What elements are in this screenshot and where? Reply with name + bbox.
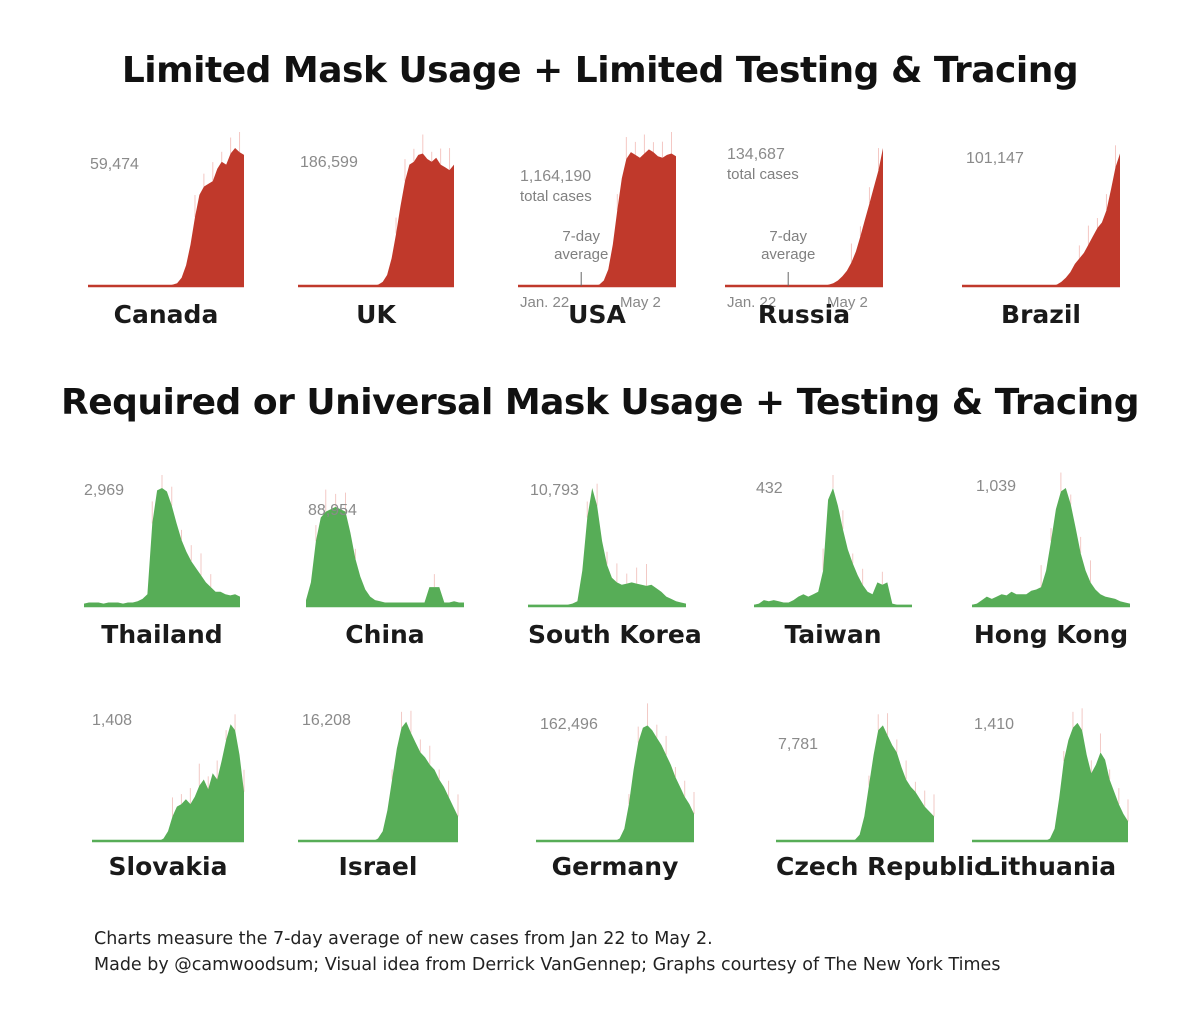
chart-svg-canada: [88, 132, 244, 288]
chart-panel-hong-kong: 1,039 Hong Kong: [972, 470, 1130, 654]
area-series-taiwan: [754, 488, 912, 606]
footer-line-credits: Made by @camwoodsum; Visual idea from De…: [94, 955, 1001, 975]
country-label-russia: Russia: [757, 300, 851, 329]
chart-panel-russia: 134,687 total cases 7-day average Jan. 22 May…: [725, 130, 883, 334]
avg-note-line: 7-day: [769, 228, 807, 245]
peak-label-slovakia: 1,408: [92, 712, 133, 729]
country-label-brazil: Brazil: [1001, 300, 1081, 329]
peak-label-taiwan: 432: [756, 480, 783, 497]
section-title-masks: Required or Universal Mask Usage + Testi…: [61, 382, 1139, 423]
chart-svg-slovakia: [92, 714, 245, 843]
x-axis-end-label: May 2: [827, 294, 868, 311]
area-series-lithuania: [972, 722, 1128, 841]
chart-panel-germany: 162,496 Germany: [536, 700, 695, 886]
chart-svg-taiwan: [754, 475, 912, 608]
peak-label-hong-kong: 1,039: [976, 478, 1017, 495]
country-label-china: China: [345, 620, 425, 649]
peak-label-south-korea: 10,793: [530, 482, 579, 499]
chart-svg-hong-kong: [972, 472, 1130, 608]
area-series-usa: [518, 149, 676, 286]
country-label-south-korea: South Korea: [528, 620, 702, 649]
chart-svg-brazil: [962, 145, 1120, 288]
chart-svg-czech-republic: [776, 713, 935, 843]
chart-svg-usa: [518, 132, 676, 288]
chart-panel-lithuania: 1,410 Lithuania: [972, 700, 1129, 886]
area-series-israel: [298, 721, 458, 841]
avg-note-line: 7-day: [562, 228, 600, 245]
country-label-hong-kong: Hong Kong: [973, 620, 1129, 649]
peak-label-thailand: 2,969: [84, 482, 125, 499]
chart-panel-taiwan: 432 Taiwan: [754, 470, 912, 654]
country-label-usa: USA: [568, 300, 626, 329]
chart-panel-slovakia: 1,408 Slovakia: [92, 700, 245, 886]
area-series-brazil: [962, 153, 1120, 286]
x-axis-start-label: Jan. 22: [520, 294, 570, 311]
chart-panel-uk: 186,599 UK: [298, 130, 454, 334]
country-label-taiwan: Taiwan: [784, 620, 882, 649]
total-cases-note: total cases: [520, 188, 592, 205]
x-axis-end-label: May 2: [620, 294, 661, 311]
section-title-limited: Limited Mask Usage + Limited Testing & T…: [121, 50, 1079, 91]
chart-panel-thailand: 2,969 Thailand: [84, 470, 240, 654]
avg-note-line: average: [761, 246, 816, 263]
peak-label-israel: 16,208: [302, 712, 351, 729]
peak-label-china: 88,954: [308, 502, 357, 519]
area-series-czech-republic: [776, 725, 934, 841]
area-series-south-korea: [528, 488, 686, 606]
peak-label-uk: 186,599: [300, 154, 358, 171]
area-series-slovakia: [92, 724, 244, 841]
chart-svg-china: [306, 489, 464, 608]
chart-panel-south-korea: 10,793 South Korea: [528, 470, 702, 654]
area-series-russia: [725, 148, 883, 286]
area-series-uk: [298, 153, 454, 286]
country-label-lithuania: Lithuania: [983, 852, 1117, 881]
chart-panel-brazil: 101,147 Brazil: [962, 130, 1120, 334]
avg-note: 7-day average: [752, 228, 824, 264]
country-label-germany: Germany: [551, 852, 679, 881]
country-label-israel: Israel: [338, 852, 418, 881]
area-series-thailand: [84, 488, 240, 606]
peak-label-germany: 162,496: [540, 716, 598, 733]
chart-panel-china: 88,954 China: [306, 470, 464, 654]
peak-label-canada: 59,474: [90, 156, 139, 173]
footer-caption: Charts measure the 7-day average of new …: [94, 926, 1000, 978]
area-series-germany: [536, 725, 694, 841]
chart-panel-czech-republic: 7,781 Czech Republic: [776, 700, 989, 886]
country-label-uk: UK: [356, 300, 396, 329]
area-series-china: [306, 506, 464, 606]
chart-panel-canada: 59,474 Canada: [88, 130, 244, 334]
chart-svg-israel: [298, 710, 459, 843]
peak-label-lithuania: 1,410: [974, 716, 1015, 733]
peak-label-brazil: 101,147: [966, 150, 1024, 167]
area-series-canada: [88, 148, 244, 286]
total-cases-note: total cases: [727, 166, 799, 183]
country-label-thailand: Thailand: [101, 620, 223, 649]
peak-label-czech-republic: 7,781: [778, 736, 819, 753]
chart-svg-lithuania: [972, 708, 1129, 843]
chart-svg-russia: [725, 148, 883, 288]
chart-svg-germany: [536, 703, 695, 843]
chart-panel-usa: 1,164,190 total cases 7-day average Jan. 22 M…: [518, 130, 676, 334]
country-label-czech-republic: Czech Republic: [776, 852, 989, 881]
peak-label-russia: 134,687: [727, 146, 785, 163]
chart-svg-south-korea: [528, 483, 686, 608]
chart-panel-israel: 16,208 Israel: [298, 700, 459, 886]
country-label-slovakia: Slovakia: [108, 852, 228, 881]
x-axis-start-label: Jan. 22: [727, 294, 777, 311]
area-series-hong-kong: [972, 488, 1130, 606]
footer-line-method: Charts measure the 7-day average of new …: [94, 929, 713, 949]
avg-note: 7-day average: [545, 228, 617, 264]
country-label-canada: Canada: [113, 300, 219, 329]
chart-svg-thailand: [84, 475, 240, 608]
avg-note-line: average: [554, 246, 609, 263]
peak-label-usa: 1,164,190: [520, 168, 592, 185]
chart-svg-uk: [298, 134, 454, 288]
